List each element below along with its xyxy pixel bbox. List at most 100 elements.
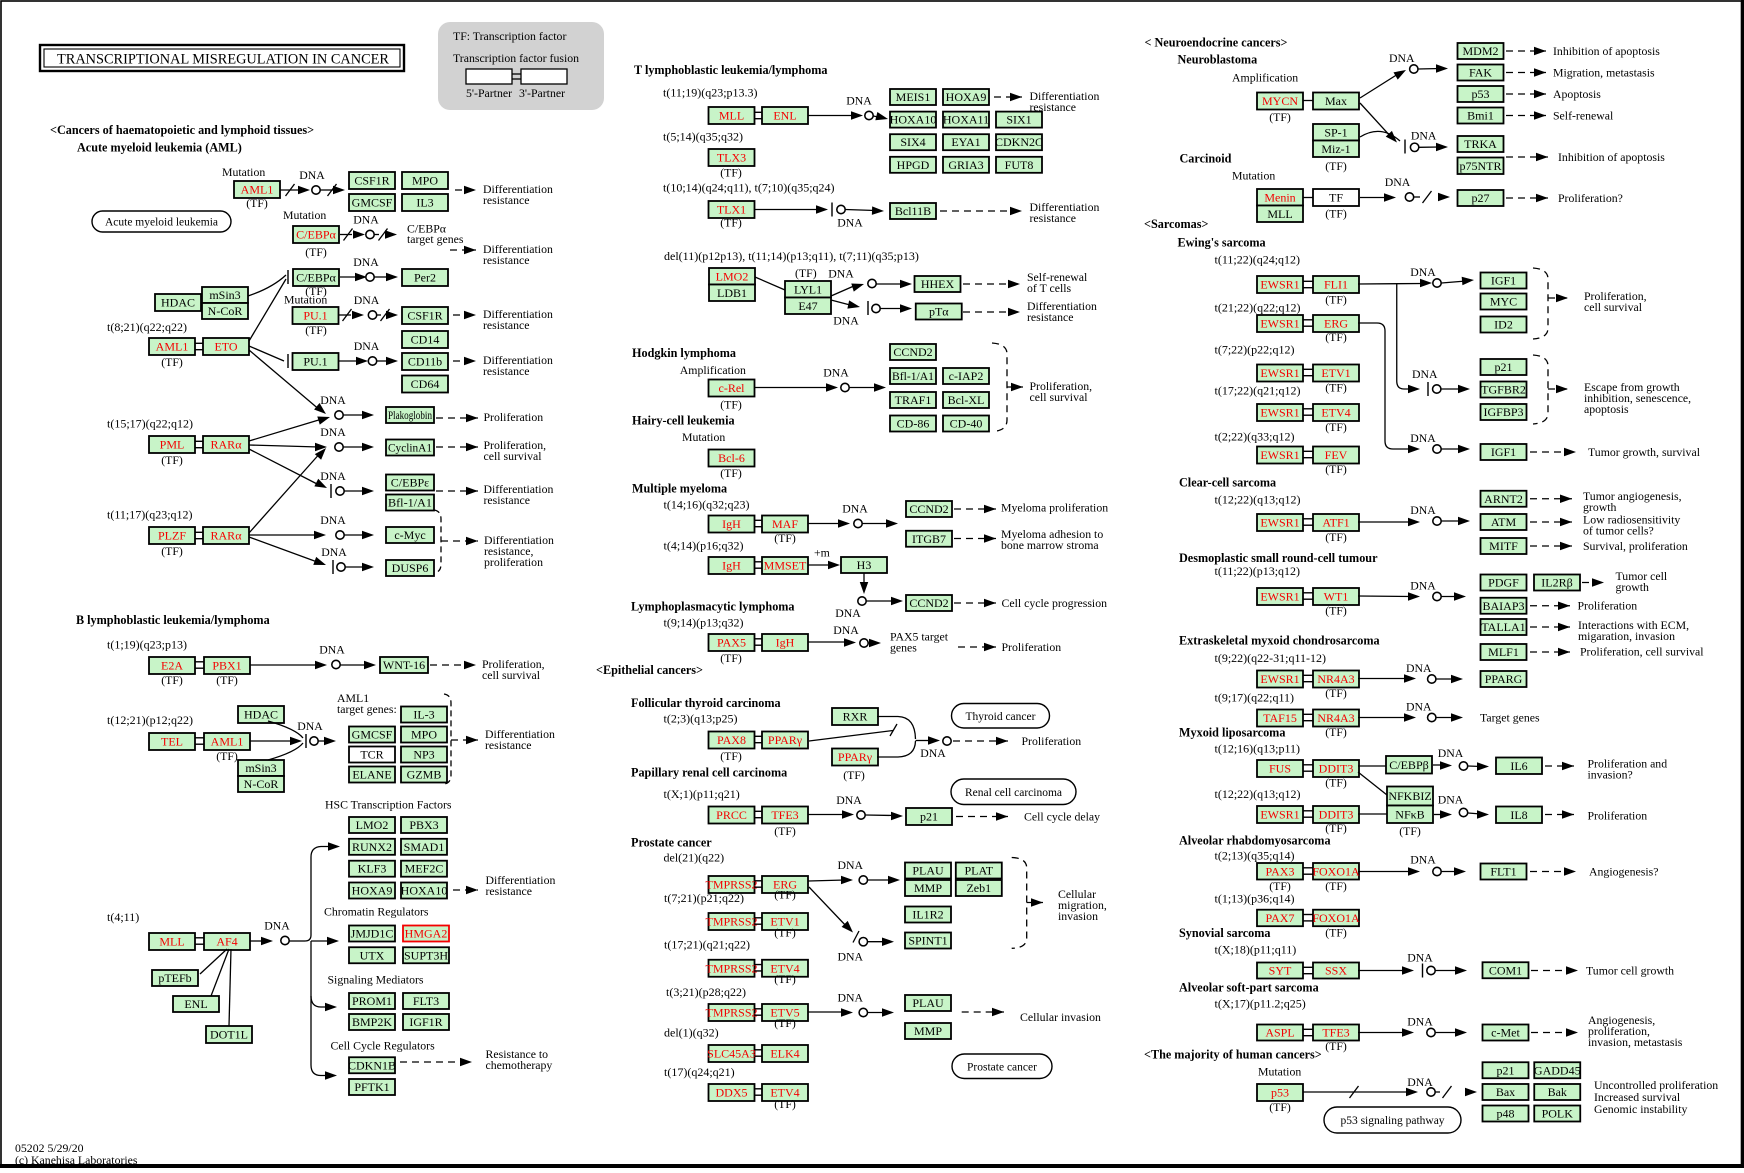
svg-text:ENL: ENL: [773, 109, 796, 123]
svg-text:MITF: MITF: [1489, 539, 1518, 553]
svg-text:HOXA11: HOXA11: [943, 113, 989, 127]
svg-text:of tumor cells?: of tumor cells?: [1583, 524, 1654, 538]
svg-text:Zeb1: Zeb1: [966, 881, 991, 895]
svg-text:del(21)(q22): del(21)(q22): [664, 851, 725, 865]
svg-text:RUNX2: RUNX2: [352, 840, 392, 854]
svg-text:DNA: DNA: [354, 339, 380, 353]
svg-text:Target genes: Target genes: [1480, 711, 1540, 725]
svg-text:(TF): (TF): [720, 466, 742, 480]
svg-text:(TF): (TF): [1325, 330, 1347, 344]
svg-text:Alveolar rhabdomyosarcoma: Alveolar rhabdomyosarcoma: [1179, 834, 1331, 848]
svg-text:PLZF: PLZF: [158, 529, 186, 543]
svg-text:(TF): (TF): [720, 651, 742, 665]
svg-text:t(17;22)(q21;q12): t(17;22)(q21;q12): [1215, 384, 1301, 398]
svg-text:PML: PML: [160, 438, 185, 452]
svg-text:RXR: RXR: [843, 710, 868, 724]
svg-text:C/EBPα: C/EBPα: [296, 271, 336, 285]
svg-text:(TF): (TF): [1325, 530, 1347, 544]
svg-text:t(9;14)(p13;q32): t(9;14)(p13;q32): [664, 616, 744, 630]
svg-text:DNA: DNA: [823, 366, 849, 380]
svg-text:Mutation: Mutation: [1258, 1065, 1301, 1079]
svg-text:(TF): (TF): [1325, 686, 1347, 700]
svg-text:t(2;13)(q35;q14): t(2;13)(q35;q14): [1215, 849, 1295, 863]
svg-text:MMP: MMP: [914, 881, 942, 895]
svg-text:CD-40: CD-40: [950, 417, 983, 431]
svg-text:ATF1: ATF1: [1322, 516, 1349, 530]
svg-text:RARα: RARα: [211, 529, 243, 543]
svg-text:PFTK1: PFTK1: [354, 1080, 389, 1094]
svg-text:(TF): (TF): [1325, 1039, 1347, 1053]
svg-text:AML1: AML1: [241, 183, 274, 197]
svg-text:Amplification: Amplification: [680, 363, 746, 377]
svg-text:mSin3: mSin3: [209, 288, 240, 302]
svg-text:NP3: NP3: [413, 748, 434, 762]
svg-text:t(9;17)(q22;q11): t(9;17)(q22;q11): [1215, 691, 1295, 705]
svg-text:(TF): (TF): [795, 266, 817, 280]
svg-text:of T cells: of T cells: [1027, 281, 1072, 295]
svg-text:DNA: DNA: [835, 606, 861, 620]
svg-text:(TF): (TF): [161, 355, 183, 369]
svg-text:WT1: WT1: [1324, 590, 1349, 604]
svg-text:EWSR1: EWSR1: [1260, 317, 1299, 331]
svg-text:(TF): (TF): [774, 926, 796, 940]
svg-text:Mutation: Mutation: [682, 430, 725, 444]
svg-text:proliferation: proliferation: [484, 555, 543, 569]
svg-text:Chromatin Regulators: Chromatin Regulators: [324, 905, 429, 919]
svg-text:t(3;21)(p28;q22): t(3;21)(p28;q22): [666, 985, 746, 999]
svg-text:FLT3: FLT3: [413, 994, 439, 1008]
svg-text:t(11;22)(q24;q12): t(11;22)(q24;q12): [1215, 253, 1301, 267]
svg-text:t(10;14)(q24;q11), t(7;10)(q35: t(10;14)(q24;q11), t(7;10)(q35;q24): [663, 181, 835, 195]
svg-text:BMP2K: BMP2K: [352, 1015, 392, 1029]
svg-text:p53 signaling pathway: p53 signaling pathway: [1340, 1115, 1444, 1127]
svg-text:PAX8: PAX8: [717, 733, 746, 747]
svg-text:E47: E47: [798, 299, 817, 313]
svg-text:MYC: MYC: [1490, 295, 1517, 309]
svg-text:c-Rel: c-Rel: [719, 381, 746, 395]
svg-text:DNA: DNA: [353, 213, 379, 227]
svg-text:MYCN: MYCN: [1262, 94, 1298, 108]
svg-text:DNA: DNA: [1410, 853, 1436, 867]
svg-text:resistance: resistance: [483, 193, 530, 207]
svg-text:BAIAP3: BAIAP3: [1482, 599, 1524, 613]
svg-text:NFKBIZ: NFKBIZ: [1388, 789, 1431, 803]
svg-text:TMPRSS2: TMPRSS2: [705, 1006, 757, 1020]
svg-text:(TF): (TF): [1325, 604, 1347, 618]
svg-text:IL8: IL8: [1510, 808, 1527, 822]
svg-text:CD64: CD64: [411, 377, 440, 391]
svg-text:(TF): (TF): [1325, 462, 1347, 476]
svg-text:ETV1: ETV1: [1321, 366, 1350, 380]
svg-text:DNA: DNA: [1407, 1075, 1433, 1089]
svg-text:GMCSF: GMCSF: [352, 196, 393, 210]
svg-text:t(11;22)(p13;q12): t(11;22)(p13;q12): [1215, 564, 1301, 578]
svg-text:DNA: DNA: [1411, 128, 1437, 142]
svg-text:mSin3: mSin3: [245, 761, 276, 775]
svg-text:Alveolar soft-part sarcoma: Alveolar soft-part sarcoma: [1179, 981, 1319, 995]
svg-text:Inhibition of apoptosis: Inhibition of apoptosis: [1558, 150, 1665, 164]
svg-text:TLX1: TLX1: [717, 203, 746, 217]
svg-text:ETO: ETO: [214, 340, 237, 354]
svg-text:(TF): (TF): [1399, 824, 1421, 838]
svg-text:MLL: MLL: [719, 109, 744, 123]
svg-text:H3: H3: [857, 558, 872, 572]
svg-text:Myxoid liposarcoma: Myxoid liposarcoma: [1179, 726, 1285, 740]
svg-text:DDIT3: DDIT3: [1319, 808, 1354, 822]
svg-text:(TF): (TF): [720, 216, 742, 230]
svg-text:JMJD1C: JMJD1C: [351, 927, 394, 941]
svg-text:DOT1L: DOT1L: [210, 1028, 248, 1042]
svg-text:p21: p21: [920, 810, 938, 824]
svg-text:ASPL: ASPL: [1265, 1026, 1294, 1040]
svg-text:PLAT: PLAT: [964, 864, 993, 878]
svg-text:DNA: DNA: [1407, 951, 1433, 965]
svg-text:GRIA3: GRIA3: [948, 158, 983, 172]
svg-text:HOXA10: HOXA10: [401, 884, 448, 898]
svg-text:TALLA1: TALLA1: [1481, 620, 1525, 634]
svg-text:Myeloma proliferation: Myeloma proliferation: [1001, 501, 1108, 515]
svg-text:resistance: resistance: [1027, 310, 1074, 324]
svg-text:DNA: DNA: [828, 267, 854, 281]
svg-text:t(1;19)(q23;p13): t(1;19)(q23;p13): [107, 638, 187, 652]
svg-text:Mutation: Mutation: [222, 165, 265, 179]
svg-text:EWSR1: EWSR1: [1260, 278, 1299, 292]
svg-text:CDKN2C: CDKN2C: [995, 135, 1043, 149]
svg-text:(TF): (TF): [216, 749, 238, 763]
svg-text:MMP: MMP: [914, 1024, 942, 1038]
